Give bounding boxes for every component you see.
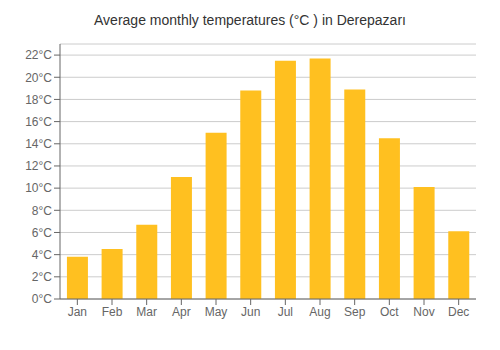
svg-text:20°C: 20°C (25, 71, 52, 85)
svg-text:Apr: Apr (172, 305, 191, 319)
svg-text:2°C: 2°C (32, 270, 52, 284)
svg-text:Feb: Feb (102, 305, 123, 319)
svg-text:Aug: Aug (309, 305, 330, 319)
svg-text:14°C: 14°C (25, 137, 52, 151)
svg-text:10°C: 10°C (25, 181, 52, 195)
svg-text:Dec: Dec (448, 305, 469, 319)
svg-text:22°C: 22°C (25, 48, 52, 62)
svg-text:12°C: 12°C (25, 159, 52, 173)
svg-text:Jun: Jun (241, 305, 260, 319)
svg-text:Nov: Nov (413, 305, 434, 319)
svg-text:4°C: 4°C (32, 248, 52, 262)
svg-text:0°C: 0°C (32, 292, 52, 306)
svg-text:May: May (205, 305, 228, 319)
svg-text:6°C: 6°C (32, 226, 52, 240)
svg-text:16°C: 16°C (25, 115, 52, 129)
svg-text:Sep: Sep (344, 305, 366, 319)
svg-text:Jan: Jan (68, 305, 87, 319)
svg-text:Oct: Oct (380, 305, 399, 319)
svg-text:Mar: Mar (136, 305, 157, 319)
html-text:Average monthly temperatures (: Average monthly temperatures (°C ) in De… (94, 12, 406, 28)
svg-text:8°C: 8°C (32, 204, 52, 218)
svg-text:Jul: Jul (278, 305, 293, 319)
svg-text:18°C: 18°C (25, 93, 52, 107)
